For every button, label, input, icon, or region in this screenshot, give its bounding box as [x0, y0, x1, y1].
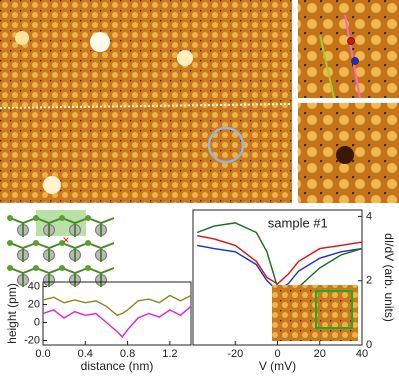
scan-line	[0, 103, 293, 109]
adatom	[177, 50, 193, 66]
fe-atom	[59, 240, 65, 246]
fe-atom	[33, 215, 39, 221]
data-line	[197, 235, 363, 285]
y-tick-label: 40	[28, 280, 40, 292]
defect-circle	[207, 126, 245, 164]
x-axis-label: distance (nm)	[81, 359, 154, 373]
x-tick-label: 0.0	[35, 348, 50, 360]
fe-bond	[35, 217, 63, 237]
tip-position	[351, 57, 359, 65]
x-tick-label: 0	[274, 348, 280, 360]
x-tick-label: 0.8	[120, 348, 135, 360]
fe-bond	[35, 267, 63, 287]
x-tick-label: 0.4	[78, 348, 93, 360]
tip-position	[347, 37, 355, 45]
data-line	[42, 294, 192, 317]
fe-bond	[61, 217, 89, 237]
center-mark: ×	[62, 233, 69, 247]
defect	[336, 146, 354, 164]
stm-inset-top	[298, 0, 399, 98]
fe-atom	[7, 215, 13, 221]
adatom	[90, 32, 110, 52]
x-tick-label: 20	[314, 348, 326, 360]
annotation: sample #1	[268, 215, 328, 230]
fe-bond	[87, 217, 115, 237]
profile-line	[319, 34, 335, 99]
y-tick-label: 0	[366, 339, 372, 351]
x-tick-label: 40	[356, 348, 368, 360]
fe-bond	[9, 242, 37, 262]
x-tick-label: 1.2	[162, 348, 177, 360]
fe-bond	[9, 217, 37, 237]
area-box	[315, 290, 353, 329]
fe-bond	[87, 242, 115, 262]
adatom	[43, 176, 61, 194]
fe-atom	[85, 265, 91, 271]
y-tick-label: 20	[28, 298, 40, 310]
data-line	[42, 305, 192, 338]
stm-images	[0, 0, 399, 203]
fe-bond	[61, 267, 89, 287]
fe-atom	[7, 265, 13, 271]
profile-line	[344, 14, 361, 99]
plot-frame	[42, 281, 192, 346]
y-tick-label: 0	[34, 316, 40, 328]
fe-atom	[59, 265, 65, 271]
y-tick-label: 2	[366, 275, 372, 287]
fe-bond	[61, 242, 89, 262]
adatom	[15, 31, 29, 45]
fe-atom	[85, 240, 91, 246]
y-tick-label: -20	[24, 334, 40, 346]
x-tick-label: -20	[227, 348, 243, 360]
y-axis-label: dI/dV (arb. units)	[382, 233, 396, 322]
fe-bond	[35, 242, 63, 262]
fe-atom	[85, 215, 91, 221]
fe-atom	[33, 240, 39, 246]
crystal-structure: ×	[7, 210, 115, 287]
fe-atom	[7, 240, 13, 246]
fe-bond	[87, 267, 115, 287]
fe-atom	[59, 215, 65, 221]
fe-atom	[33, 265, 39, 271]
y-tick-label: 4	[366, 210, 372, 222]
x-axis-label: V (mV)	[259, 359, 296, 373]
y-axis-label: height (pm)	[5, 283, 19, 344]
fe-bond	[9, 267, 37, 287]
stm-main	[0, 0, 292, 203]
data-line	[197, 244, 363, 292]
